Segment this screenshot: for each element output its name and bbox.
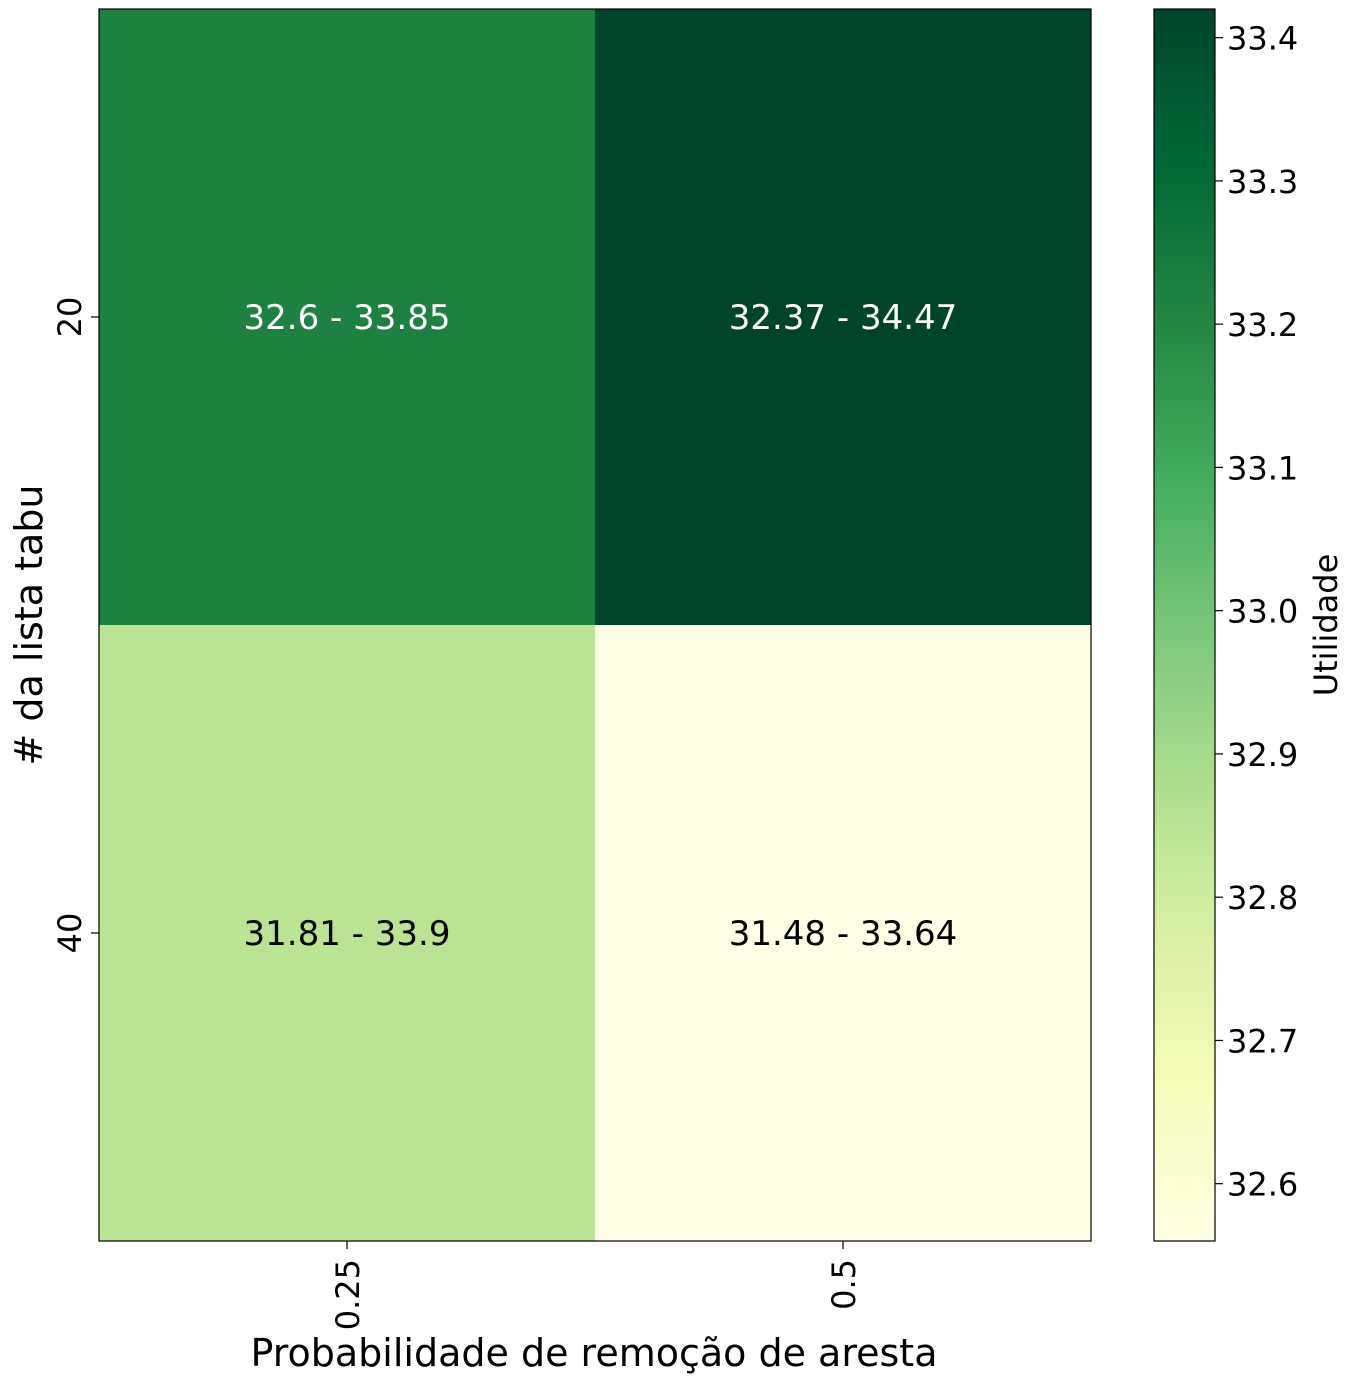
- colorbar-tick-label: 32.6: [1227, 1166, 1298, 1204]
- colorbar-label: Utilidade: [1307, 554, 1345, 697]
- colorbar-tick-label: 33.1: [1227, 449, 1298, 487]
- plot-frame: [98, 8, 1092, 1242]
- colorbar-tick-label: 33.3: [1227, 163, 1298, 201]
- cell-value-label: 32.6 - 33.85: [244, 298, 451, 338]
- y-axis-label: # da lista tabu: [7, 485, 51, 766]
- heatmap-cell: [595, 9, 1092, 626]
- y-tick-label: 40: [51, 913, 89, 954]
- x-axis-label: Probabilidade de remoção de aresta: [250, 1331, 937, 1375]
- colorbar: [1153, 8, 1216, 1242]
- colorbar-tick-label: 33.4: [1227, 20, 1298, 58]
- x-tick-label: 0.5: [825, 1259, 863, 1310]
- y-tick-label: 20: [51, 297, 89, 338]
- colorbar-tick-label: 32.9: [1227, 736, 1298, 774]
- colorbar-tick-label: 33.2: [1227, 306, 1298, 344]
- colorbar-tick-label: 32.8: [1227, 879, 1298, 917]
- heatmap-cell: [595, 625, 1092, 1242]
- colorbar-tick-label: 32.7: [1227, 1022, 1298, 1060]
- heatmap-cell: [99, 9, 596, 626]
- cell-value-label: 31.81 - 33.9: [244, 914, 451, 954]
- cell-value-label: 32.37 - 34.47: [729, 298, 958, 338]
- cell-value-label: 31.48 - 33.64: [729, 914, 958, 954]
- heatmap-cell: [99, 625, 596, 1242]
- x-tick-label: 0.25: [329, 1259, 367, 1330]
- colorbar-tick-label: 33.0: [1227, 593, 1298, 631]
